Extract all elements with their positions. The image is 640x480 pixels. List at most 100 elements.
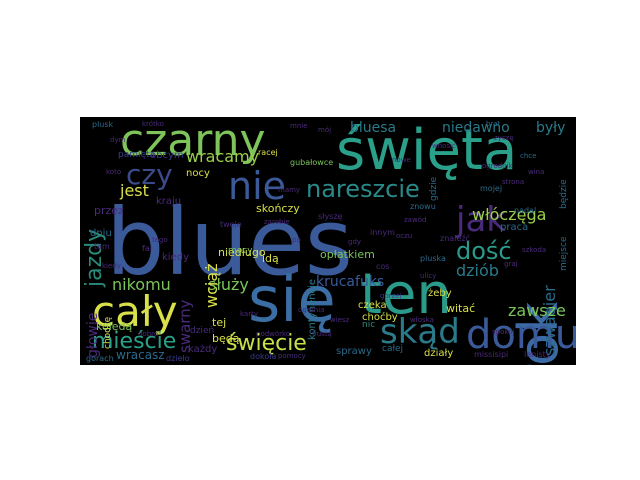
word: miejsce — [559, 236, 569, 271]
word: wina — [528, 168, 545, 176]
word: kiedy — [102, 262, 121, 270]
word: znaleźć — [440, 234, 470, 243]
word: słyszę — [318, 212, 343, 221]
word: żeby — [428, 288, 452, 299]
word: innym — [370, 228, 395, 237]
word: ogarnia — [298, 306, 325, 314]
word: cały — [92, 287, 178, 336]
word: zawsze — [508, 301, 566, 320]
word: po — [292, 236, 301, 244]
word: choćby — [362, 312, 398, 323]
word: witać — [446, 302, 476, 315]
word: ogrodnik — [482, 162, 513, 170]
word: dobre — [138, 330, 159, 338]
word: wnosić — [432, 142, 456, 150]
word: dokoła — [250, 352, 277, 361]
word: mieście — [92, 329, 177, 354]
word: niedługo — [218, 246, 266, 259]
word: wiesz — [330, 316, 350, 324]
word: nikomu — [112, 275, 171, 294]
word: mamy — [278, 186, 301, 194]
word: będą — [212, 332, 240, 345]
word: brat — [486, 120, 501, 128]
word: czeka — [358, 300, 387, 311]
word: włoska — [410, 316, 434, 324]
word: krótko — [142, 120, 164, 128]
word: oczu — [396, 232, 413, 240]
word: gubałowce — [290, 158, 334, 167]
word: mocy — [228, 246, 253, 256]
word: domu — [466, 312, 576, 358]
word: święta — [336, 118, 518, 183]
word: gorzej — [380, 292, 402, 300]
word: strona — [502, 178, 525, 186]
word: dzieło — [166, 354, 190, 363]
word-cloud: blues się ten święta czarny rok cały dom… — [80, 117, 576, 365]
word: wracasz — [116, 348, 165, 362]
word: nowe — [392, 156, 411, 164]
word: pamięta — [118, 150, 156, 160]
word: jest — [120, 181, 149, 200]
word: włóczęga — [472, 205, 547, 224]
word: nareszcie — [306, 175, 420, 203]
word: nocy — [186, 168, 210, 179]
word: krucafuks — [316, 274, 385, 290]
word: skąd — [380, 312, 460, 352]
word: zarobie — [264, 218, 290, 226]
word: praca — [500, 222, 529, 233]
word: czarny — [120, 117, 266, 166]
word: fal — [142, 244, 152, 253]
word: będzie — [559, 179, 569, 209]
word: nadal — [514, 206, 537, 215]
word: jak — [456, 200, 506, 240]
word: plusk — [92, 120, 114, 129]
word: kraju — [156, 196, 182, 207]
word: karty — [240, 310, 258, 318]
word: służy — [208, 275, 249, 294]
word: święcie — [226, 331, 307, 356]
word: missisipi — [474, 350, 509, 359]
word: kolędą — [96, 320, 133, 333]
word: czy — [126, 158, 173, 191]
word: dzień — [190, 326, 215, 336]
word: wracamy — [186, 147, 260, 166]
word: były — [536, 120, 566, 136]
word: gdy — [348, 238, 362, 246]
word: koto — [106, 168, 122, 176]
word: działy — [424, 348, 454, 359]
word: sprawy — [336, 346, 372, 357]
word: ulicy — [420, 272, 437, 280]
word: dziób — [456, 261, 499, 280]
word: dym — [110, 136, 126, 144]
word: się — [248, 263, 336, 336]
word: kiedy — [162, 252, 189, 263]
word: skończy — [256, 202, 300, 215]
word: pomocy — [278, 352, 306, 360]
word: niedawno — [442, 120, 510, 136]
word: chce — [520, 152, 537, 160]
word: tam — [94, 242, 110, 251]
word: przez — [94, 204, 124, 217]
word: racej — [258, 148, 278, 157]
word: pluska — [420, 254, 446, 263]
word: graj — [504, 260, 518, 268]
word: idą — [262, 252, 279, 265]
word: nie — [228, 164, 287, 208]
word: lenisty — [524, 350, 551, 359]
word: tłustą — [312, 330, 332, 338]
word: gdzie — [429, 176, 439, 201]
word: chodzę — [103, 316, 113, 349]
word: mój — [318, 126, 332, 134]
word: mnie — [290, 122, 308, 130]
word: cos — [376, 262, 390, 271]
word: zyczę — [494, 134, 514, 142]
word: tej — [212, 316, 227, 329]
word: podwórko — [256, 330, 291, 338]
word: znowu — [410, 202, 436, 211]
word: nic — [362, 320, 376, 330]
word: dniu — [90, 228, 112, 239]
word: bluesa — [350, 120, 397, 136]
word: ten — [360, 262, 452, 327]
word: opłatkiem — [320, 248, 375, 261]
word: spokoj — [492, 328, 515, 336]
